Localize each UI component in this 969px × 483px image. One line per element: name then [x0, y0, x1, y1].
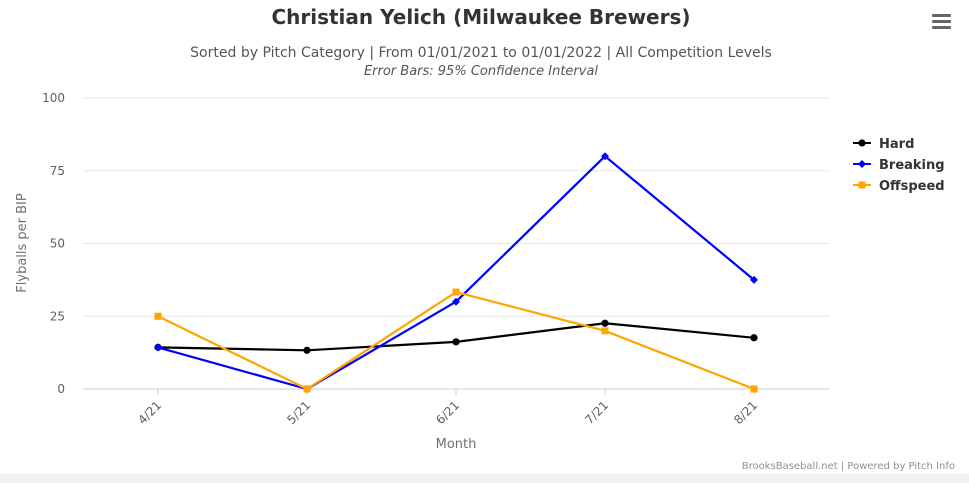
legend-marker-breaking — [858, 160, 866, 168]
hamburger-menu-icon[interactable] — [929, 11, 953, 33]
y-tick-label: 50 — [50, 237, 65, 251]
data-point-hard[interactable] — [303, 346, 311, 354]
data-point-breaking[interactable] — [750, 275, 758, 284]
data-point-breaking[interactable] — [452, 297, 460, 306]
legend-label-breaking: Breaking — [879, 158, 945, 173]
legend-item-offspeed[interactable]: Offspeed — [853, 179, 945, 194]
data-point-offspeed[interactable] — [303, 385, 311, 393]
data-point-offspeed[interactable] — [750, 385, 758, 393]
legend-label-hard: Hard — [879, 137, 914, 152]
legend-item-hard[interactable]: Hard — [853, 137, 914, 152]
y-tick-label: 0 — [57, 382, 65, 396]
legend-marker-hard — [858, 139, 866, 147]
bottom-strip — [0, 474, 969, 483]
data-point-offspeed[interactable] — [452, 288, 460, 296]
y-tick-label: 100 — [42, 91, 65, 105]
series-offspeed — [154, 288, 758, 393]
legend-label-offspeed: Offspeed — [879, 179, 945, 194]
x-axis-title: Month — [436, 437, 477, 452]
legend: Hard Breaking Offspeed — [853, 137, 945, 194]
data-point-breaking[interactable] — [601, 152, 609, 161]
y-tick-label: 25 — [50, 309, 65, 323]
data-point-hard[interactable] — [601, 319, 609, 327]
chart-title: Christian Yelich (Milwaukee Brewers) — [271, 5, 690, 29]
series-layer — [154, 152, 758, 393]
y-tick-label: 75 — [50, 164, 65, 178]
y-axis-title: Flyballs per BIP — [15, 193, 30, 293]
data-point-hard[interactable] — [452, 338, 460, 346]
legend-marker-offspeed — [858, 181, 866, 189]
data-point-breaking[interactable] — [154, 343, 162, 352]
data-point-offspeed[interactable] — [154, 312, 162, 320]
grid — [83, 97, 830, 390]
y-axis-ticks: 0 25 50 75 100 — [42, 91, 65, 396]
chart-subtitle-error-bars: Error Bars: 95% Confidence Interval — [364, 64, 598, 79]
chart-subtitle: Sorted by Pitch Category | From 01/01/20… — [190, 45, 772, 61]
legend-item-breaking[interactable]: Breaking — [853, 158, 945, 173]
data-point-offspeed[interactable] — [601, 327, 609, 335]
credits[interactable]: BrooksBaseball.net | Powered by Pitch In… — [742, 461, 955, 472]
data-point-hard[interactable] — [750, 334, 758, 342]
